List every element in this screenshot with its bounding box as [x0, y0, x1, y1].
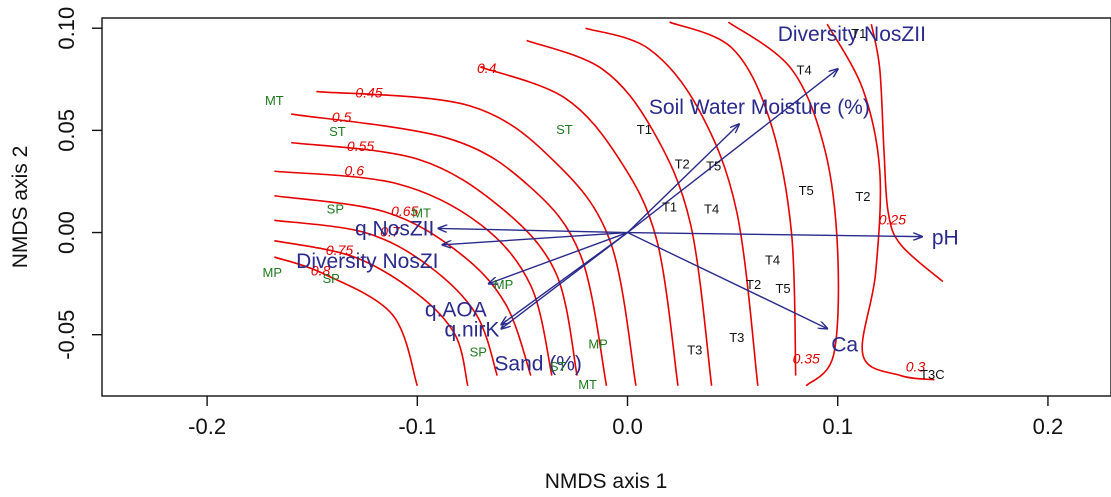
contour-line — [274, 194, 532, 376]
contour-line — [727, 21, 840, 387]
site-label: T5 — [775, 281, 790, 296]
x-tick-label: -0.1 — [398, 414, 436, 439]
vector-arrow — [443, 231, 628, 245]
contour-line — [870, 23, 944, 283]
site-label: SP — [470, 345, 487, 360]
site-label: T3 — [729, 330, 744, 345]
contour-label: 0.8 — [311, 262, 331, 278]
contour-label: 0.4 — [477, 60, 497, 76]
site-label: MP — [588, 336, 608, 351]
x-tick-label: 0.2 — [1033, 414, 1064, 439]
vector-label: Ca — [831, 334, 858, 357]
vector-label: Diversity NosZII — [778, 23, 926, 46]
contour-line — [291, 141, 578, 376]
site-label: T2 — [746, 277, 761, 292]
site-label: MT — [412, 206, 431, 221]
vector-arrow — [627, 124, 739, 234]
site-label: T1 — [637, 122, 652, 137]
site-label: MP — [263, 265, 283, 280]
site-label: ST — [329, 124, 346, 139]
vector-arrow — [627, 231, 922, 237]
vector-arrow — [489, 231, 628, 284]
y-tick-label: 0.10 — [54, 7, 79, 50]
contour-label: 0.7 — [380, 224, 401, 240]
contour-line — [274, 219, 498, 376]
contour-label: 0.75 — [326, 242, 353, 258]
x-axis: -0.2 -0.1 0.0 0.1 0.2 — [188, 396, 1063, 439]
vector-label: Sand (%) — [494, 353, 582, 376]
vector-label: q.NosZII — [355, 217, 434, 240]
contour-line — [826, 23, 935, 381]
site-label: ST — [550, 359, 567, 374]
contour-label: 0.45 — [355, 85, 382, 101]
vector-label: pH — [932, 227, 959, 250]
plot-frame — [101, 17, 1111, 397]
site-label: T3 — [687, 342, 702, 357]
site-label: T4 — [704, 202, 719, 217]
site-label: SP — [322, 271, 339, 286]
vector-arrow — [627, 231, 828, 329]
contour-line — [585, 27, 759, 386]
contour-label: 0.3 — [906, 358, 926, 374]
contour-line — [669, 21, 797, 376]
contour-line — [291, 113, 608, 386]
site-label: SP — [327, 202, 344, 217]
site-label: T1 — [851, 26, 866, 41]
vector-label: Soil Water Moisture (%) — [649, 96, 870, 119]
contour-line — [274, 256, 419, 387]
site-label: T1 — [662, 199, 677, 214]
contour-line — [526, 39, 713, 386]
contour-label: 0.6 — [345, 162, 365, 178]
contour-label: 0.65 — [391, 203, 418, 219]
x-tick-label: -0.2 — [188, 414, 226, 439]
y-axis: -0.05 0.00 0.05 0.10 — [54, 7, 102, 360]
contour-label: 0.35 — [793, 350, 820, 366]
vector-label: Diversity NosZI — [296, 250, 438, 273]
contour-label: 0.5 — [332, 109, 352, 125]
environmental-vectors: Diversity NosZII Soil Water Moisture (%) p… — [296, 23, 958, 375]
y-tick-label: -0.05 — [54, 310, 79, 360]
contour-line — [316, 90, 637, 386]
site-label: T2 — [855, 189, 870, 204]
y-tick-label: 0.05 — [54, 109, 79, 152]
site-label: ST — [556, 122, 573, 137]
x-axis-title: NMDS axis 1 — [545, 470, 668, 493]
site-label: T2 — [675, 157, 690, 172]
contour-line — [480, 66, 679, 386]
vector-arrow — [438, 228, 628, 234]
contour-label: 0.55 — [347, 138, 374, 154]
vector-arrow — [627, 69, 838, 234]
vector-arrow — [501, 231, 628, 329]
vector-label: q.AOA — [425, 299, 487, 322]
vector-label: q.nirK — [445, 318, 500, 341]
site-label: T3C — [920, 367, 945, 382]
site-points: MT ST SP MT MP SP ST MP SP MP ST MT T1 T4 T1 T2 T5 T5 T2 T1… — [263, 26, 945, 392]
x-tick-label: 0.0 — [612, 414, 643, 439]
site-label: MT — [265, 93, 284, 108]
site-label: T5 — [706, 159, 721, 174]
y-tick-label: 0.00 — [54, 211, 79, 254]
contour-lines: 0.8 0.75 0.7 0.65 0.6 0.55 0.50.45 0.4 0.35 0.3 0.… — [274, 21, 944, 387]
contour-line — [274, 239, 469, 386]
site-label: MP — [494, 277, 514, 292]
site-label: T4 — [765, 253, 780, 268]
y-axis-title: NMDS axis 2 — [9, 146, 32, 269]
site-label: T5 — [799, 183, 814, 198]
contour-label: 0.25 — [879, 211, 906, 227]
site-label: MT — [578, 377, 597, 392]
contour-line — [274, 170, 553, 376]
x-tick-label: 0.1 — [822, 414, 853, 439]
site-label: T4 — [797, 63, 812, 78]
